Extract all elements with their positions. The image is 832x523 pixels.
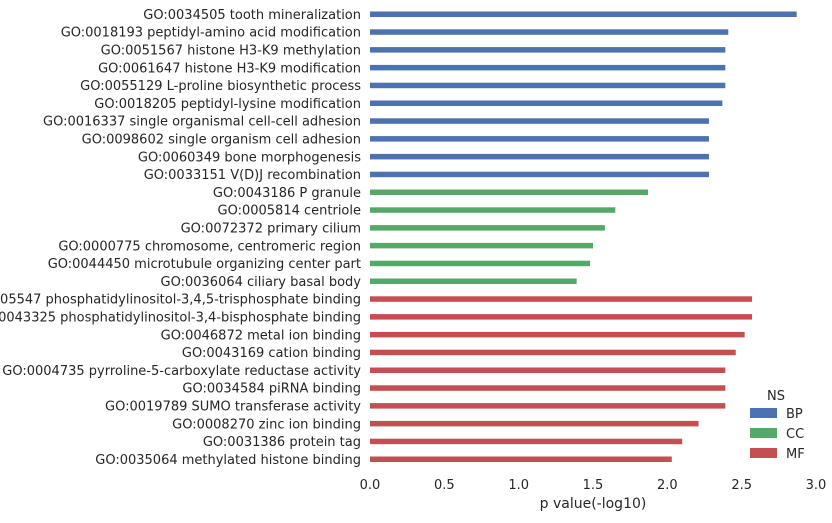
category-label: GO:0043186 P granule	[213, 186, 361, 201]
category-label: GO:0005814 centriole	[218, 204, 362, 219]
bar-bp-7	[370, 118, 709, 124]
category-label: GO:0035064 methylated histone binding	[95, 453, 361, 468]
bar-mf-3	[370, 331, 745, 338]
bar-cc-5	[370, 260, 591, 267]
bar-mf-7	[370, 403, 726, 409]
x-tick-label: 0.5	[434, 478, 455, 493]
bar-mf-5	[370, 367, 726, 373]
legend-swatch-mf	[750, 448, 777, 458]
bars-layer	[370, 11, 797, 462]
legend: NS BP CC MF	[750, 389, 805, 462]
x-tick-label: 2.5	[731, 478, 752, 493]
category-label: GO:0098602 single organism cell adhesion	[82, 132, 361, 147]
bar-mf-6	[370, 385, 726, 391]
x-tick-label: 1.0	[508, 478, 529, 493]
category-labels: GO:0034505 tooth mineralization GO:001819…	[0, 8, 361, 468]
category-label: GO:0000775 chromosome, centromeric regio…	[58, 239, 361, 254]
category-label: GO:0018205 peptidyl-lysine modification	[94, 97, 361, 112]
bar-mf-9	[370, 438, 683, 445]
legend-swatch-cc	[750, 428, 777, 438]
bar-cc-6	[370, 278, 577, 284]
x-axis-label: p value(-log10)	[540, 496, 647, 512]
bar-cc-1	[370, 189, 649, 195]
bar-mf-1	[370, 296, 753, 302]
x-tick-label: 0.0	[360, 478, 381, 493]
category-label: GO:0046872 metal ion binding	[161, 328, 361, 343]
category-label: GO:0019789 SUMO transferase activity	[105, 399, 361, 414]
category-label: GO:0072372 primary cilium	[181, 221, 361, 236]
category-label: GO:0051567 histone H3-K9 methylation	[101, 43, 361, 58]
bar-mf-4	[370, 349, 736, 356]
category-label: GO:0055129 L-proline biosynthetic proces…	[80, 79, 361, 94]
bar-bp-1	[370, 11, 797, 17]
legend-entry-mf: MF	[786, 447, 805, 462]
category-label: GO:0016337 single organismal cell-cell a…	[43, 115, 361, 130]
category-label: GO:0034505 tooth mineralization	[143, 8, 361, 23]
category-label: GO:0033151 V(D)J recombination	[144, 168, 361, 183]
bar-bp-10	[370, 171, 709, 178]
bar-bp-4	[370, 64, 726, 71]
bar-mf-10	[370, 456, 672, 462]
category-label: GO:0008270 zinc ion binding	[172, 417, 361, 432]
x-tick-label: 2.0	[657, 478, 678, 493]
bar-bp-6	[370, 100, 723, 106]
x-axis: p value(-log10) 0.0 0.5 1.0 1.5 2.0 2.5 3.0	[360, 478, 827, 512]
legend-entry-bp: BP	[786, 407, 803, 422]
x-tick-label: 1.5	[583, 478, 604, 493]
category-label: GO:0060349 bone morphogenesis	[138, 150, 361, 165]
bar-mf-2	[370, 314, 753, 320]
category-label: GO:0031386 protein tag	[203, 435, 361, 450]
legend-title: NS	[767, 389, 785, 404]
bar-cc-3	[370, 225, 605, 231]
bar-cc-2	[370, 207, 616, 213]
legend-swatch-bp	[750, 408, 777, 418]
category-label: GO:0061647 histone H3-K9 modification	[98, 61, 361, 76]
bar-bp-8	[370, 136, 709, 142]
category-label: GO:0034584 piRNA binding	[182, 382, 361, 397]
category-label: GO:0004735 pyrroline-5-carboxylate reduc…	[2, 364, 361, 379]
bar-bp-5	[370, 82, 726, 89]
bar-bp-9	[370, 153, 709, 160]
category-label: GO:0018193 peptidyl-amino acid modificat…	[61, 26, 361, 41]
bar-bp-2	[370, 29, 729, 35]
legend-entry-cc: CC	[786, 427, 804, 442]
x-tick-label: 3.0	[806, 478, 827, 493]
category-label: GO:0036064 ciliary basal body	[161, 275, 362, 290]
category-label: GO:0044450 microtubule organizing center…	[48, 257, 361, 272]
bar-cc-4	[370, 242, 593, 249]
bar-mf-8	[370, 420, 699, 427]
category-label: GO:0043325 phosphatidylinositol-3,4-bisp…	[0, 310, 361, 325]
category-label: GO:0043169 cation binding	[182, 346, 361, 361]
category-label: GO:0005547 phosphatidylinositol-3,4,5-tr…	[0, 293, 361, 308]
bar-bp-3	[370, 47, 726, 53]
